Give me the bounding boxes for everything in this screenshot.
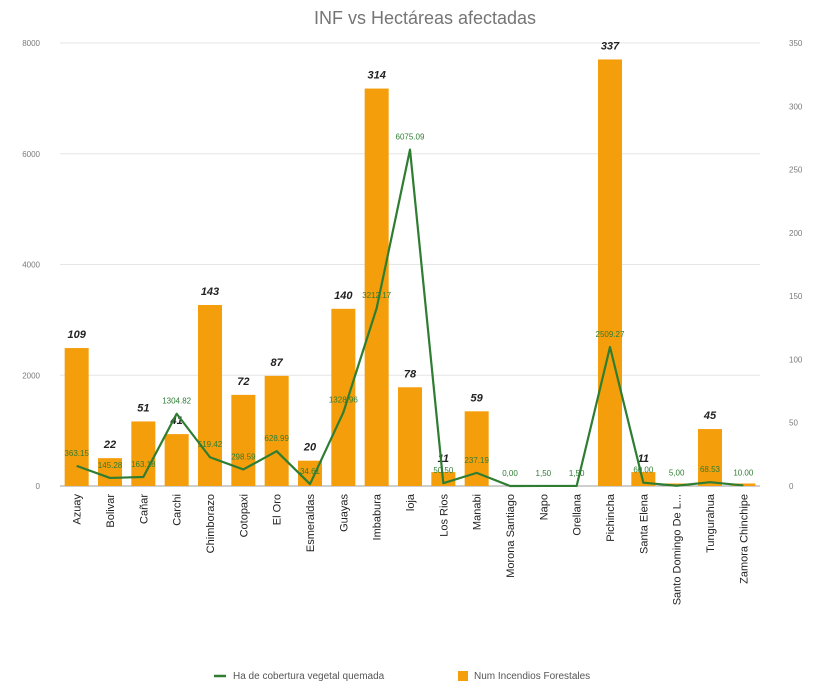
line-value-label: 145.28 bbox=[98, 461, 123, 470]
chart-title: INF vs Hectáreas afectadas bbox=[314, 8, 536, 28]
line-value-label: 10.00 bbox=[733, 468, 754, 477]
line-value-label: 6075.09 bbox=[396, 133, 425, 142]
right-tick-label: 50 bbox=[789, 419, 798, 428]
legend-bar-label: Num Incendios Forestales bbox=[474, 671, 590, 682]
right-tick-label: 300 bbox=[789, 102, 803, 111]
right-tick-label: 350 bbox=[789, 39, 803, 48]
left-tick-label: 4000 bbox=[22, 261, 40, 270]
right-tick-label: 200 bbox=[789, 229, 803, 238]
bar bbox=[264, 375, 289, 486]
bar-value-label: 11 bbox=[638, 453, 649, 465]
category-label: Guayas bbox=[338, 494, 350, 532]
category-label: Bolivar bbox=[105, 494, 117, 528]
category-label: Cañar bbox=[138, 494, 150, 524]
category-label: Morona Santiago bbox=[505, 494, 517, 578]
line-value-label: 363.15 bbox=[64, 449, 89, 458]
category-label: loja bbox=[405, 493, 417, 511]
category-label: Zamora Chinchipe bbox=[738, 494, 750, 584]
right-tick-label: 100 bbox=[789, 355, 803, 364]
category-label: El Oro bbox=[272, 494, 284, 525]
line-value-label: 1,50 bbox=[569, 469, 585, 478]
bar bbox=[98, 458, 122, 486]
right-tick-label: 150 bbox=[789, 292, 803, 301]
line-value-label: 1328.96 bbox=[329, 395, 358, 404]
category-label: Napo bbox=[538, 494, 550, 520]
category-label: Imbabura bbox=[372, 493, 384, 540]
line-value-label: 0,00 bbox=[502, 469, 518, 478]
legend-line-label: Ha de cobertura vegetal quemada bbox=[233, 671, 385, 682]
category-label: Carchi bbox=[172, 494, 184, 526]
bar bbox=[698, 429, 722, 486]
line-value-label: 1,50 bbox=[536, 469, 552, 478]
category-label: Manabi bbox=[472, 494, 484, 530]
line-value-label: 519.42 bbox=[198, 440, 223, 449]
left-tick-label: 0 bbox=[36, 482, 41, 491]
axes-labels: 0 2000 4000 6000 8000 0 50 100 150 200 250 300 350 Az… bbox=[22, 39, 803, 605]
bar-value-label: 59 bbox=[471, 392, 484, 404]
category-label: Santa Elena bbox=[638, 493, 650, 554]
category-label: Los Rios bbox=[438, 494, 450, 537]
bar-value-label: 45 bbox=[703, 410, 717, 422]
line-value-label: 34.61 bbox=[300, 467, 321, 476]
line-value-label: 1304.82 bbox=[162, 397, 191, 406]
bar bbox=[331, 308, 356, 486]
line-value-label: 5,00 bbox=[669, 469, 685, 478]
bar-value-label: 11 bbox=[438, 453, 449, 465]
line-value-label: 68.53 bbox=[700, 465, 721, 474]
line-value-label: 628.99 bbox=[264, 434, 289, 443]
right-tick-label: 0 bbox=[789, 482, 794, 491]
bar-value-label: 140 bbox=[334, 290, 353, 302]
bar-value-label: 51 bbox=[137, 402, 149, 414]
bar bbox=[364, 88, 389, 487]
category-label: Pichincha bbox=[605, 493, 617, 542]
category-label: Orellana bbox=[572, 493, 584, 535]
left-tick-label: 8000 bbox=[22, 39, 40, 48]
left-tick-label: 6000 bbox=[22, 150, 40, 159]
line-value-label: 2509.27 bbox=[596, 330, 625, 339]
bar bbox=[198, 305, 222, 486]
bar-value-label: 72 bbox=[237, 376, 249, 388]
bar-value-label: 109 bbox=[67, 329, 86, 341]
bar bbox=[64, 348, 89, 486]
line-value-label: 298.59 bbox=[231, 452, 256, 461]
category-label: Tungurahua bbox=[705, 493, 717, 553]
right-tick-label: 250 bbox=[789, 166, 803, 175]
bar bbox=[598, 59, 622, 486]
bar-value-label: 22 bbox=[103, 439, 116, 451]
line-value-label: 3212.17 bbox=[362, 291, 391, 300]
bar bbox=[164, 434, 189, 486]
category-label: Cotopaxi bbox=[238, 494, 250, 537]
bar-value-label: 337 bbox=[601, 40, 620, 52]
bar-value-label: 20 bbox=[303, 442, 317, 454]
bar-value-label: 78 bbox=[404, 368, 417, 380]
category-label: Santo Domingo De L... bbox=[672, 494, 684, 605]
line-path bbox=[76, 148, 744, 488]
line-value-label: 237.19 bbox=[464, 456, 489, 465]
left-tick-label: 2000 bbox=[22, 371, 40, 380]
legend-bar-swatch bbox=[458, 671, 468, 681]
bar-value-label: 87 bbox=[271, 357, 284, 369]
line-value-label: 60.00 bbox=[633, 466, 654, 475]
line-value-label: 50.50 bbox=[433, 466, 454, 475]
category-label: Azuay bbox=[72, 494, 84, 525]
bar bbox=[398, 387, 422, 486]
legend: Ha de cobertura vegetal quemada Num Incen… bbox=[214, 671, 590, 682]
bar bbox=[231, 394, 256, 486]
bar-value-label: 314 bbox=[367, 70, 385, 82]
bar-value-label: 143 bbox=[201, 286, 219, 298]
category-label: Esmeraldas bbox=[305, 494, 317, 553]
line-value-label: 163.18 bbox=[131, 460, 156, 469]
line-series: 363.15 145.28 163.18 1304.82 519.42 298.59 628… bbox=[64, 133, 754, 488]
category-label: Chimborazo bbox=[205, 494, 217, 553]
